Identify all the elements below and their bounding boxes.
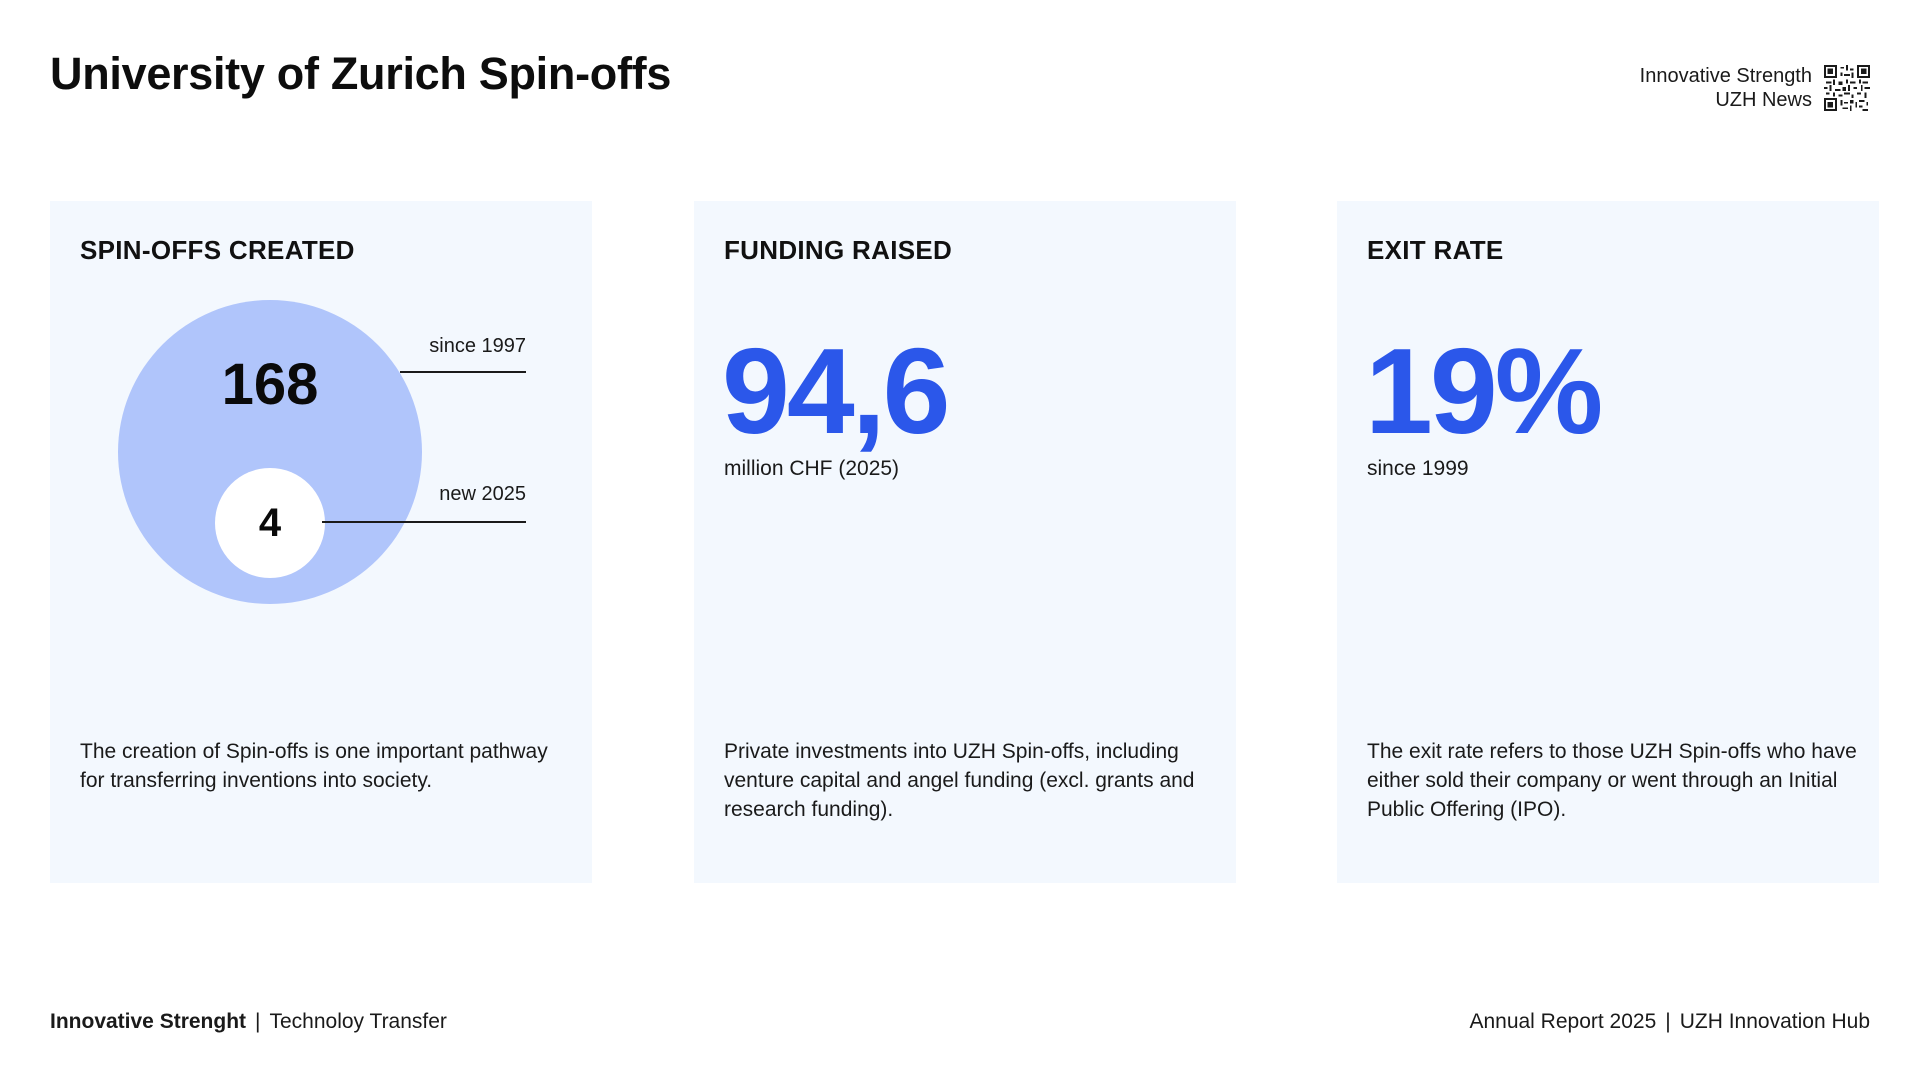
exit-rate-value: 19% <box>1365 323 1603 459</box>
new-spin-offs-circle: 4 <box>215 468 325 578</box>
spin-offs-created-card: SPIN-OFFS CREATED 168 4 since 1997 new 2… <box>50 201 592 883</box>
footer-report-name: Annual Report 2025 <box>1469 1010 1657 1033</box>
total-spin-offs-value: 168 <box>221 352 319 417</box>
since-1997-label: since 1997 <box>429 335 526 357</box>
uzh-news-link[interactable]: UZH News <box>1715 89 1812 111</box>
since-1997-leader-line <box>400 371 526 373</box>
footer-separator: | <box>255 1010 261 1033</box>
footer-section-title: Innovative Strenght <box>50 1010 247 1033</box>
new-2025-leader-line <box>322 521 526 523</box>
footer-organization: UZH Innovation Hub <box>1679 1010 1870 1033</box>
card-heading: EXIT RATE <box>1367 235 1504 265</box>
header-links-group: Innovative Strength UZH News <box>1640 64 1870 112</box>
qr-code-icon[interactable] <box>1824 65 1870 111</box>
header-links: Innovative Strength UZH News <box>1640 64 1812 112</box>
new-spin-offs-value: 4 <box>258 500 282 545</box>
card-heading: FUNDING RAISED <box>724 235 953 265</box>
exit-rate-card: EXIT RATE 19% since 1999 The exit rate r… <box>1337 201 1879 883</box>
new-2025-label: new 2025 <box>439 483 526 505</box>
funding-caption: million CHF (2025) <box>724 457 900 480</box>
exit-rate-caption: since 1999 <box>1367 457 1469 480</box>
card-heading: SPIN-OFFS CREATED <box>80 235 355 265</box>
funding-raised-card: FUNDING RAISED 94,6 million CHF (2025) P… <box>694 201 1236 883</box>
card-description: The creation of Spin-offs is one importa… <box>80 740 548 792</box>
footer-left: Innovative Strenght | Technoloy Transfer <box>50 1010 447 1034</box>
card-description: Private investments into UZH Spin-offs, … <box>724 740 1195 821</box>
card-description: The exit rate refers to those UZH Spin-o… <box>1367 740 1857 821</box>
footer-separator: | <box>1665 1010 1671 1033</box>
page-title: University of Zurich Spin-offs <box>50 48 672 99</box>
footer-right: Annual Report 2025 | UZH Innovation Hub <box>1469 1010 1870 1034</box>
footer-section-subtitle: Technoloy Transfer <box>269 1010 447 1033</box>
innovative-strength-link[interactable]: Innovative Strength <box>1639 65 1812 87</box>
funding-value: 94,6 <box>722 323 950 459</box>
